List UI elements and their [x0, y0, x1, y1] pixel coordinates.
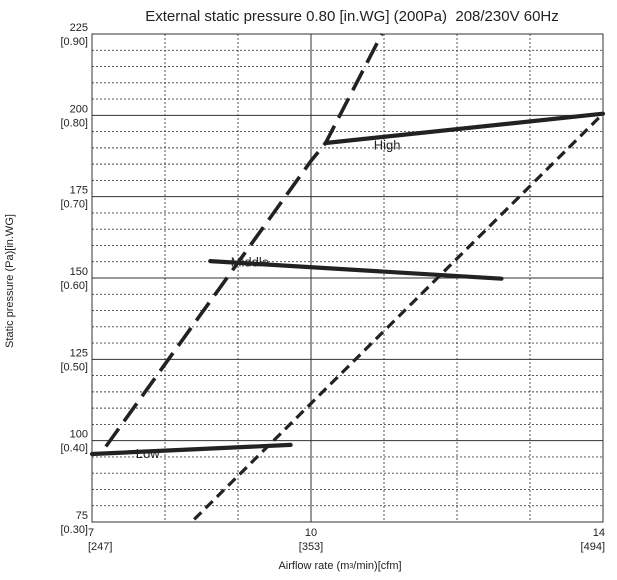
- series-line-high: [323, 111, 606, 146]
- y-tick-label: 225: [70, 22, 88, 34]
- series-group: [89, 33, 606, 521]
- chart-title: External static pressure 0.80 [in.WG] (2…: [145, 8, 559, 25]
- grid-lines: [92, 34, 603, 522]
- x-tick-label: 7: [88, 527, 94, 539]
- series-label-high: High: [374, 137, 401, 152]
- x-axis-label: Airflow rate (m3/min)[cfm]: [278, 560, 402, 572]
- y-tick-label: 150: [70, 266, 88, 278]
- series-line-middle: [208, 259, 504, 281]
- y-tick-sublabel: [0.60]: [60, 280, 88, 292]
- series-label-middle: Middle: [231, 254, 269, 269]
- tick-labels: 75 [0.30] 100 [0.40] 125 [0.50] 150 [0.60] 175 [0…: [60, 22, 605, 553]
- y-tick-sublabel: [0.70]: [60, 199, 88, 211]
- y-tick-label: 100: [70, 429, 88, 441]
- y-tick-label: 200: [70, 103, 88, 115]
- x-tick-sublabel: [353]: [299, 541, 323, 553]
- x-tick-label: 14: [593, 527, 605, 539]
- y-tick-label: 75: [76, 510, 88, 522]
- x-tick-sublabel: [247]: [88, 541, 112, 553]
- series-line-low: [89, 442, 293, 457]
- x-tick-sublabel: [494]: [581, 541, 605, 553]
- y-tick-sublabel: [0.50]: [60, 361, 88, 373]
- series-labels: High Middle Low: [136, 137, 401, 460]
- plot-border: [91, 33, 604, 523]
- series-line-short-dash: [193, 112, 605, 521]
- y-tick-sublabel: [0.30]: [60, 524, 88, 536]
- x-tick-label: 10: [305, 527, 317, 539]
- series-label-low: Low: [136, 446, 160, 461]
- y-tick-label: 125: [70, 347, 88, 359]
- y-tick-sublabel: [0.80]: [60, 117, 88, 129]
- plot-frame: [91, 33, 604, 523]
- y-tick-sublabel: [0.90]: [60, 36, 88, 48]
- y-tick-sublabel: [0.40]: [60, 443, 88, 455]
- y-tick-label: 175: [70, 185, 88, 197]
- series-line-long-dash: [104, 33, 384, 448]
